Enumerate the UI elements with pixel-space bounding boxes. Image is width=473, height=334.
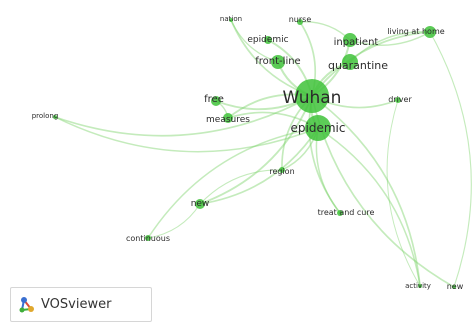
node-epidemic_small[interactable] xyxy=(264,36,272,44)
vosviewer-logo-icon xyxy=(19,296,34,312)
link-wuhan-treat_and_cure xyxy=(308,95,341,214)
node-wuhan[interactable] xyxy=(295,79,329,113)
node-layer xyxy=(53,18,456,289)
label-epidemic_small[interactable]: epidemic xyxy=(247,35,288,45)
link-living_at_home-new_right xyxy=(429,31,472,288)
label-nurse[interactable]: nurse xyxy=(289,15,312,24)
label-front_line[interactable]: front-line xyxy=(255,56,300,67)
link-prolong-epidemic_main xyxy=(54,116,319,153)
node-living_at_home[interactable] xyxy=(424,26,436,38)
label-free[interactable]: free xyxy=(204,94,224,105)
label-layer: Wuhan epidemic quarantine inpatient front-li… xyxy=(32,15,464,291)
label-prolong[interactable]: prolong xyxy=(32,112,59,120)
label-new_mid[interactable]: new xyxy=(191,199,210,209)
link-inpatient-living_at_home xyxy=(349,31,431,46)
link-wuhan-activity xyxy=(311,95,421,287)
label-driver[interactable]: driver xyxy=(388,95,412,104)
node-front_line[interactable] xyxy=(271,55,285,69)
node-epidemic_main[interactable] xyxy=(305,115,331,141)
label-new_right[interactable]: new xyxy=(447,282,464,291)
label-epidemic_main[interactable]: epidemic xyxy=(291,121,346,135)
node-continuous[interactable] xyxy=(145,235,151,241)
node-nurse[interactable] xyxy=(297,19,303,25)
node-quarantine[interactable] xyxy=(342,54,358,70)
link-driver-activity xyxy=(386,99,421,287)
label-quarantine[interactable]: quarantine xyxy=(328,59,388,72)
link-epidemic_main-continuous xyxy=(147,127,319,239)
node-region[interactable] xyxy=(279,167,285,173)
label-activity[interactable]: activity xyxy=(405,282,431,290)
label-measures[interactable]: measures xyxy=(206,115,250,125)
label-continuous[interactable]: continuous xyxy=(126,234,170,243)
node-prolong[interactable] xyxy=(53,115,57,119)
label-treat_and_cure[interactable]: treat and cure xyxy=(318,208,375,217)
label-living_at_home[interactable]: living at home xyxy=(387,27,444,36)
app-name: VOSviewer xyxy=(41,297,112,312)
label-inpatient[interactable]: inpatient xyxy=(334,37,379,48)
node-measures[interactable] xyxy=(223,113,233,123)
link-wuhan-prolong xyxy=(54,95,313,137)
node-activity[interactable] xyxy=(418,284,422,288)
label-wuhan[interactable]: Wuhan xyxy=(283,88,342,108)
link-quarantine-living_at_home xyxy=(349,31,431,63)
label-nation[interactable]: nation xyxy=(220,15,242,23)
node-inpatient[interactable] xyxy=(343,33,357,47)
node-free[interactable] xyxy=(211,96,221,106)
vosviewer-badge: VOSviewer xyxy=(10,287,152,322)
node-driver[interactable] xyxy=(395,97,401,103)
node-nation[interactable] xyxy=(229,18,233,22)
node-new_right[interactable] xyxy=(452,285,456,289)
link-wuhan-new_mid xyxy=(199,95,313,205)
link-new_mid-continuous xyxy=(147,203,201,239)
link-epidemic_main-new_mid xyxy=(199,127,319,205)
node-new_mid[interactable] xyxy=(195,199,205,209)
label-region[interactable]: region xyxy=(269,167,294,176)
node-treat_and_cure[interactable] xyxy=(337,210,343,216)
link-epidemic_main-activity xyxy=(317,127,421,287)
link-region-new_mid xyxy=(199,169,283,205)
